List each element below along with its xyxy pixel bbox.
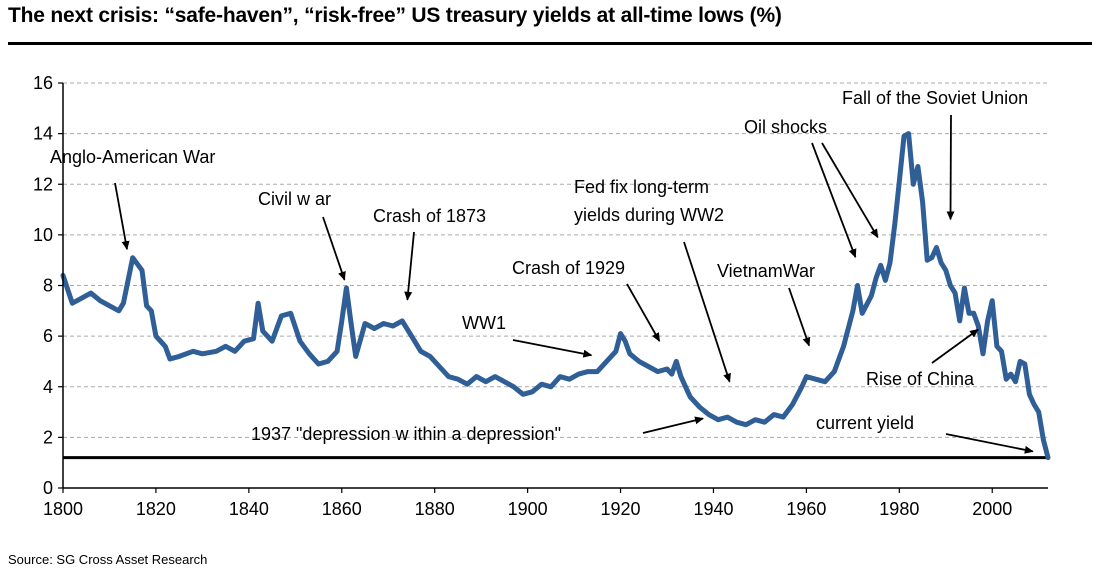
y-tick-label-12: 12 <box>33 174 53 194</box>
annotation-label-oil-shocks: Oil shocks <box>744 117 827 137</box>
annotation-arrow-current-yield <box>945 433 1034 454</box>
x-tick-label-1900: 1900 <box>508 499 548 519</box>
annotation-label-fed-fix-2: yields during WW2 <box>574 205 724 225</box>
annotation-arrow-anglo-american-war <box>114 182 130 251</box>
y-tick-label-6: 6 <box>43 326 53 346</box>
annotation-arrow-fed-fix <box>683 241 731 383</box>
x-tick-label-2000: 2000 <box>972 499 1012 519</box>
y-tick-label-14: 14 <box>33 124 53 144</box>
annotation-arrow-rise-of-china <box>931 328 979 364</box>
series-line-0 <box>60 131 1051 461</box>
tick-labels: 0 2 4 6 8 10 12 14 16 1800 1820 1840 1860 1880 1900 192… <box>33 73 1012 519</box>
annotation-arrow-crash-1929 <box>626 283 661 342</box>
annotations: Anglo-American War Civil w ar Crash of 187… <box>50 88 1034 454</box>
x-tick-label-1820: 1820 <box>136 499 176 519</box>
series-layer <box>60 131 1051 461</box>
y-tick-label-8: 8 <box>43 276 53 296</box>
annotation-label-crash-1873: Crash of 1873 <box>373 206 486 226</box>
x-tick-label-1920: 1920 <box>601 499 641 519</box>
annotation-arrow-vietnam-war <box>788 287 811 347</box>
annotation-label-fall-soviet-union: Fall of the Soviet Union <box>842 88 1028 108</box>
annotation-arrow-civil-war <box>322 216 346 281</box>
x-tick-label-1840: 1840 <box>229 499 269 519</box>
annotation-label-current-yield: current yield <box>816 413 914 433</box>
y-tick-label-4: 4 <box>43 377 53 397</box>
annotation-label-vietnam-war: VietnamWar <box>717 261 815 281</box>
x-tick-label-1880: 1880 <box>415 499 455 519</box>
annotation-label-depression-1937: 1937 "depression w ithin a depression" <box>251 424 561 444</box>
y-tick-label-0: 0 <box>43 478 53 498</box>
x-tick-label-1860: 1860 <box>322 499 362 519</box>
grid-lines <box>63 82 1048 438</box>
y-tick-label-16: 16 <box>33 73 53 93</box>
annotation-label-rise-of-china: Rise of China <box>866 369 975 389</box>
annotation-label-crash-1929: Crash of 1929 <box>512 258 625 278</box>
annotation-arrow-fall-soviet-union <box>946 114 955 221</box>
x-tick-label-1960: 1960 <box>786 499 826 519</box>
y-tick-label-2: 2 <box>43 427 53 447</box>
annotation-label-anglo-american-war: Anglo-American War <box>50 147 215 167</box>
annotation-arrow-oil-shocks-1 <box>811 142 857 259</box>
chart-title: The next crisis: “safe-haven”, “risk-fre… <box>8 4 782 27</box>
y-tick-label-10: 10 <box>33 225 53 245</box>
x-tick-label-1980: 1980 <box>879 499 919 519</box>
annotation-label-ww1: WW1 <box>462 313 506 333</box>
annotation-arrow-ww1 <box>512 339 593 358</box>
x-tick-label-1800: 1800 <box>43 499 83 519</box>
source-note: Source: SG Cross Asset Research <box>8 552 208 567</box>
annotation-arrow-oil-shocks-2 <box>821 142 879 239</box>
annotation-arrow-depression-1937 <box>642 416 704 434</box>
annotation-arrow-crash-1873 <box>404 231 415 301</box>
annotation-label-civil-war: Civil w ar <box>258 189 331 209</box>
x-tick-label-1940: 1940 <box>693 499 733 519</box>
annotation-label-fed-fix-1: Fed fix long-term <box>574 177 709 197</box>
axes <box>58 82 1048 493</box>
title-rule <box>8 42 1092 45</box>
